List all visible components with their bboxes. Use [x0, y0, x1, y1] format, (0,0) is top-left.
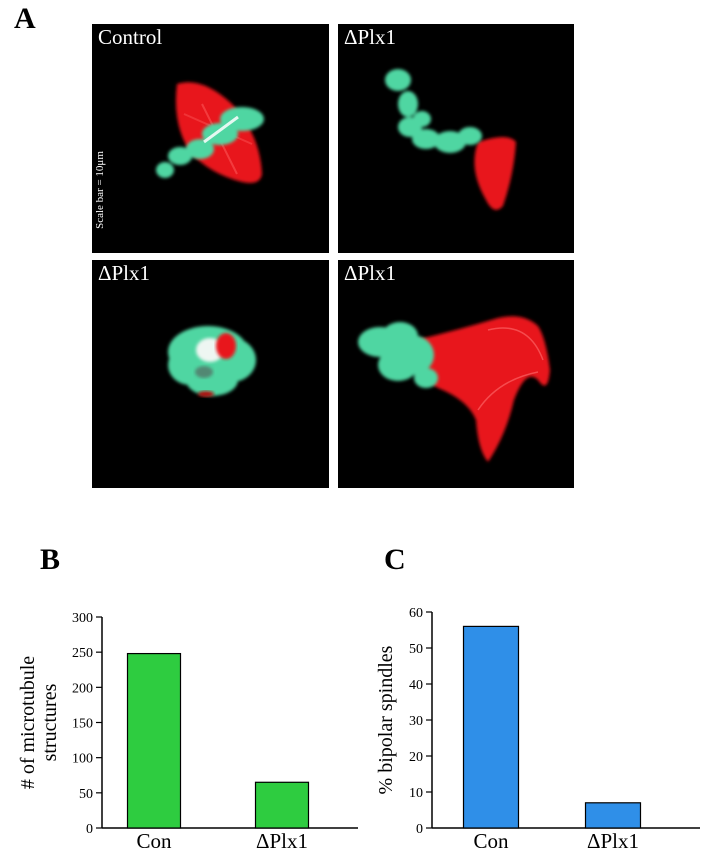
x-category-label: ΔPlx1 [587, 829, 639, 853]
y-tick-label: 300 [72, 611, 93, 626]
micrograph-label-dplx1-1: ΔPlx1 [344, 25, 397, 49]
panel-a-letter: A [14, 2, 36, 35]
spindle-dplx1-1-image [385, 69, 516, 210]
bar-ΔPlx1 [584, 802, 642, 829]
micrograph-label-control: Control [98, 25, 163, 49]
y-tick-label: 20 [409, 750, 423, 765]
micrograph-label-dplx1-3: ΔPlx1 [344, 261, 397, 285]
y-tick-label: 250 [72, 646, 93, 661]
bar-Con [126, 652, 182, 829]
chart-b-microtubule-structures: 0 50 100 150 200 250 300 Con ΔPlx1 # of microtubu… [17, 611, 358, 853]
micrograph-dplx1-2: ΔPlx1 [92, 260, 329, 488]
y-tick-label: 50 [409, 642, 423, 657]
micrograph-label-dplx1-2: ΔPlx1 [98, 261, 151, 285]
y-tick-label: 40 [409, 678, 423, 693]
y-tick-label: 10 [409, 786, 423, 801]
y-tick-label: 50 [79, 787, 93, 802]
y-tick-label: 150 [72, 717, 93, 732]
y-tick-label: 0 [416, 822, 423, 837]
panel-b-letter: B [40, 543, 61, 576]
x-category-label: ΔPlx1 [256, 829, 308, 853]
spindle-control-image [156, 82, 264, 183]
y-tick-label: 200 [72, 681, 93, 696]
x-category-label: Con [473, 829, 509, 853]
micrograph-control: Control Scale bar = 10μm [92, 24, 329, 253]
spindle-dplx1-2-image [168, 326, 256, 397]
bar-Con [462, 625, 520, 829]
bar-ΔPlx1 [254, 781, 310, 829]
x-category-label: Con [136, 829, 172, 853]
y-axis-label: % bipolar spindles [375, 645, 397, 794]
y-axis-label: # of microtubulestructures [17, 656, 61, 789]
spindle-dplx1-3-image [358, 316, 550, 462]
y-tick-label: 100 [72, 752, 93, 767]
micrograph-dplx1-3: ΔPlx1 [338, 260, 574, 488]
micrograph-dplx1-1: ΔPlx1 [338, 24, 574, 253]
panel-c-letter: C [384, 543, 406, 576]
y-tick-label: 60 [409, 606, 423, 621]
y-tick-label: 30 [409, 714, 423, 729]
y-tick-label: 0 [86, 822, 93, 837]
chart-c-bipolar-spindles: 0 10 20 30 40 50 60 Con ΔPlx1 % bipolar spindles [375, 606, 700, 853]
